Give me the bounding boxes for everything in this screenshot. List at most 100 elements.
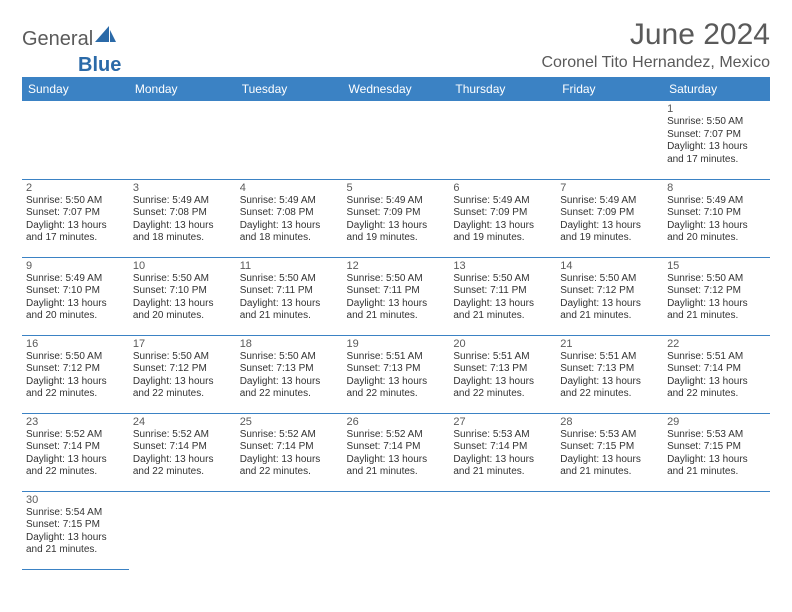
calendar-cell: 11Sunrise: 5:50 AMSunset: 7:11 PMDayligh… <box>236 257 343 335</box>
day-number: 5 <box>347 182 446 194</box>
calendar-cell: 28Sunrise: 5:53 AMSunset: 7:15 PMDayligh… <box>556 413 663 491</box>
sunset-line: Sunset: 7:09 PM <box>560 207 659 220</box>
calendar-cell: 5Sunrise: 5:49 AMSunset: 7:09 PMDaylight… <box>343 179 450 257</box>
day-header: Thursday <box>449 77 556 101</box>
day-number: 21 <box>560 338 659 350</box>
day-info: Sunrise: 5:54 AMSunset: 7:15 PMDaylight:… <box>26 507 125 557</box>
day-number: 28 <box>560 416 659 428</box>
day-number: 20 <box>453 338 552 350</box>
calendar-cell: 20Sunrise: 5:51 AMSunset: 7:13 PMDayligh… <box>449 335 556 413</box>
day-info: Sunrise: 5:53 AMSunset: 7:15 PMDaylight:… <box>667 429 766 479</box>
daylight-line: Daylight: 13 hours and 19 minutes. <box>453 220 552 245</box>
calendar-cell: 26Sunrise: 5:52 AMSunset: 7:14 PMDayligh… <box>343 413 450 491</box>
sunrise-line: Sunrise: 5:49 AM <box>240 195 339 208</box>
day-info: Sunrise: 5:49 AMSunset: 7:08 PMDaylight:… <box>133 195 232 245</box>
daylight-line: Daylight: 13 hours and 22 minutes. <box>133 454 232 479</box>
sunrise-line: Sunrise: 5:52 AM <box>240 429 339 442</box>
day-info: Sunrise: 5:49 AMSunset: 7:09 PMDaylight:… <box>453 195 552 245</box>
day-info: Sunrise: 5:50 AMSunset: 7:07 PMDaylight:… <box>26 195 125 245</box>
sunrise-line: Sunrise: 5:50 AM <box>26 351 125 364</box>
calendar-cell <box>129 491 236 569</box>
daylight-line: Daylight: 13 hours and 17 minutes. <box>667 141 766 166</box>
day-number: 2 <box>26 182 125 194</box>
calendar-cell: 13Sunrise: 5:50 AMSunset: 7:11 PMDayligh… <box>449 257 556 335</box>
sunset-line: Sunset: 7:13 PM <box>560 363 659 376</box>
daylight-line: Daylight: 13 hours and 19 minutes. <box>347 220 446 245</box>
day-number: 19 <box>347 338 446 350</box>
daylight-line: Daylight: 13 hours and 22 minutes. <box>133 376 232 401</box>
daylight-line: Daylight: 13 hours and 18 minutes. <box>240 220 339 245</box>
calendar-cell: 12Sunrise: 5:50 AMSunset: 7:11 PMDayligh… <box>343 257 450 335</box>
day-number: 8 <box>667 182 766 194</box>
calendar-cell <box>663 491 770 569</box>
sunset-line: Sunset: 7:10 PM <box>667 207 766 220</box>
daylight-line: Daylight: 13 hours and 21 minutes. <box>453 454 552 479</box>
day-info: Sunrise: 5:50 AMSunset: 7:12 PMDaylight:… <box>133 351 232 401</box>
sunrise-line: Sunrise: 5:50 AM <box>453 273 552 286</box>
day-number: 15 <box>667 260 766 272</box>
daylight-line: Daylight: 13 hours and 22 minutes. <box>667 376 766 401</box>
daylight-line: Daylight: 13 hours and 22 minutes. <box>560 376 659 401</box>
daylight-line: Daylight: 13 hours and 22 minutes. <box>26 454 125 479</box>
sunrise-line: Sunrise: 5:50 AM <box>667 273 766 286</box>
calendar-cell: 17Sunrise: 5:50 AMSunset: 7:12 PMDayligh… <box>129 335 236 413</box>
day-number: 10 <box>133 260 232 272</box>
day-header-row: SundayMondayTuesdayWednesdayThursdayFrid… <box>22 77 770 101</box>
calendar-cell <box>556 101 663 179</box>
calendar-cell: 7Sunrise: 5:49 AMSunset: 7:09 PMDaylight… <box>556 179 663 257</box>
sunset-line: Sunset: 7:15 PM <box>26 519 125 532</box>
day-number: 30 <box>26 494 125 506</box>
calendar-cell: 21Sunrise: 5:51 AMSunset: 7:13 PMDayligh… <box>556 335 663 413</box>
day-number: 1 <box>667 103 766 115</box>
sunrise-line: Sunrise: 5:51 AM <box>347 351 446 364</box>
day-number: 6 <box>453 182 552 194</box>
day-header: Sunday <box>22 77 129 101</box>
sunset-line: Sunset: 7:11 PM <box>240 285 339 298</box>
calendar-cell <box>556 491 663 569</box>
daylight-line: Daylight: 13 hours and 22 minutes. <box>240 454 339 479</box>
sunrise-line: Sunrise: 5:53 AM <box>560 429 659 442</box>
calendar-cell <box>236 491 343 569</box>
day-info: Sunrise: 5:52 AMSunset: 7:14 PMDaylight:… <box>240 429 339 479</box>
day-info: Sunrise: 5:49 AMSunset: 7:09 PMDaylight:… <box>347 195 446 245</box>
sunset-line: Sunset: 7:12 PM <box>667 285 766 298</box>
sunrise-line: Sunrise: 5:49 AM <box>133 195 232 208</box>
sunset-line: Sunset: 7:14 PM <box>453 441 552 454</box>
daylight-line: Daylight: 13 hours and 22 minutes. <box>240 376 339 401</box>
sunrise-line: Sunrise: 5:50 AM <box>133 351 232 364</box>
sunset-line: Sunset: 7:13 PM <box>347 363 446 376</box>
day-number: 25 <box>240 416 339 428</box>
sunrise-line: Sunrise: 5:50 AM <box>26 195 125 208</box>
calendar-cell: 19Sunrise: 5:51 AMSunset: 7:13 PMDayligh… <box>343 335 450 413</box>
day-info: Sunrise: 5:50 AMSunset: 7:13 PMDaylight:… <box>240 351 339 401</box>
day-info: Sunrise: 5:50 AMSunset: 7:11 PMDaylight:… <box>347 273 446 323</box>
calendar-cell: 24Sunrise: 5:52 AMSunset: 7:14 PMDayligh… <box>129 413 236 491</box>
calendar-week: 16Sunrise: 5:50 AMSunset: 7:12 PMDayligh… <box>22 335 770 413</box>
calendar-cell: 3Sunrise: 5:49 AMSunset: 7:08 PMDaylight… <box>129 179 236 257</box>
day-number: 9 <box>26 260 125 272</box>
daylight-line: Daylight: 13 hours and 21 minutes. <box>26 532 125 557</box>
day-info: Sunrise: 5:51 AMSunset: 7:13 PMDaylight:… <box>453 351 552 401</box>
calendar-cell: 23Sunrise: 5:52 AMSunset: 7:14 PMDayligh… <box>22 413 129 491</box>
sunrise-line: Sunrise: 5:49 AM <box>560 195 659 208</box>
day-header: Friday <box>556 77 663 101</box>
sunrise-line: Sunrise: 5:51 AM <box>667 351 766 364</box>
daylight-line: Daylight: 13 hours and 20 minutes. <box>667 220 766 245</box>
daylight-line: Daylight: 13 hours and 21 minutes. <box>560 454 659 479</box>
sunrise-line: Sunrise: 5:50 AM <box>133 273 232 286</box>
daylight-line: Daylight: 13 hours and 19 minutes. <box>560 220 659 245</box>
sunset-line: Sunset: 7:15 PM <box>560 441 659 454</box>
calendar-cell: 16Sunrise: 5:50 AMSunset: 7:12 PMDayligh… <box>22 335 129 413</box>
sunset-line: Sunset: 7:14 PM <box>133 441 232 454</box>
calendar-cell <box>449 491 556 569</box>
sunset-line: Sunset: 7:13 PM <box>453 363 552 376</box>
logo: General <box>22 26 117 53</box>
day-number: 7 <box>560 182 659 194</box>
day-info: Sunrise: 5:50 AMSunset: 7:10 PMDaylight:… <box>133 273 232 323</box>
sunrise-line: Sunrise: 5:53 AM <box>453 429 552 442</box>
day-info: Sunrise: 5:50 AMSunset: 7:12 PMDaylight:… <box>560 273 659 323</box>
sunset-line: Sunset: 7:14 PM <box>240 441 339 454</box>
calendar-cell <box>22 101 129 179</box>
sunrise-line: Sunrise: 5:51 AM <box>560 351 659 364</box>
day-number: 24 <box>133 416 232 428</box>
